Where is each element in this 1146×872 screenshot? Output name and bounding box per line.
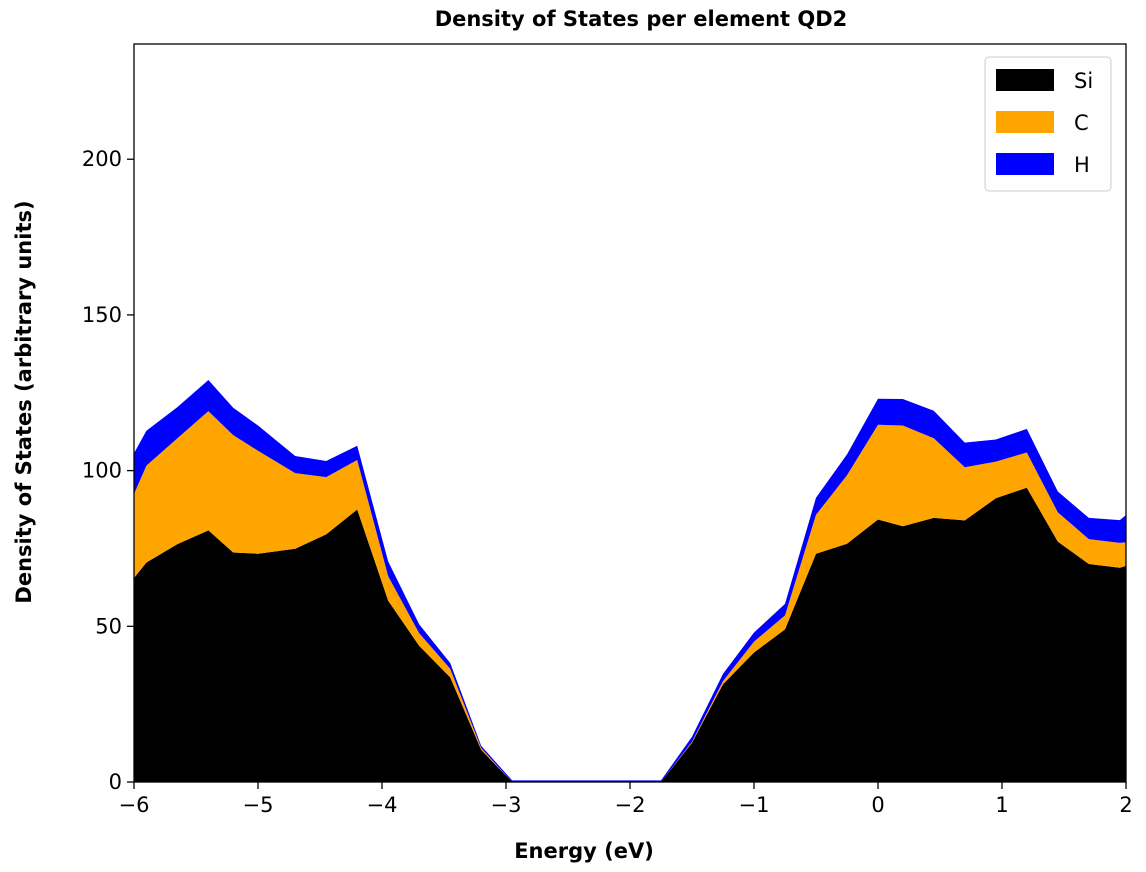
x-axis-ticks: −6 −5 −4 −3 −2 −1 0 1 2 xyxy=(119,782,1133,817)
legend-swatch-h xyxy=(996,153,1054,175)
x-tick-label: −5 xyxy=(243,793,274,817)
y-tick-label: 0 xyxy=(109,770,122,794)
legend-swatch-si xyxy=(996,69,1054,91)
y-tick-label: 100 xyxy=(82,459,122,483)
y-tick-label: 150 xyxy=(82,303,122,327)
chart-title: Density of States per element QD2 xyxy=(435,7,848,31)
legend-swatch-c xyxy=(996,111,1054,133)
area-c xyxy=(134,411,1126,782)
x-tick-label: −3 xyxy=(491,793,522,817)
x-tick-label: 2 xyxy=(1119,793,1132,817)
legend: Si C H xyxy=(984,56,1112,192)
x-tick-label: −1 xyxy=(739,793,770,817)
area-h xyxy=(134,380,1126,782)
y-axis-ticks: 0 50 100 150 200 xyxy=(82,147,134,794)
x-tick-label: 0 xyxy=(871,793,884,817)
stacked-areas xyxy=(134,380,1126,782)
x-tick-label: −6 xyxy=(119,793,150,817)
x-tick-label: −2 xyxy=(615,793,646,817)
y-tick-label: 50 xyxy=(95,614,122,638)
x-tick-label: 1 xyxy=(995,793,1008,817)
y-axis-label: Density of States (arbitrary units) xyxy=(12,200,36,603)
x-axis-label: Energy (eV) xyxy=(514,839,654,863)
legend-label-c: C xyxy=(1074,111,1089,135)
legend-label-h: H xyxy=(1074,153,1090,177)
legend-label-si: Si xyxy=(1074,69,1093,93)
area-si xyxy=(134,487,1126,782)
x-tick-label: −4 xyxy=(367,793,398,817)
y-tick-label: 200 xyxy=(82,147,122,171)
